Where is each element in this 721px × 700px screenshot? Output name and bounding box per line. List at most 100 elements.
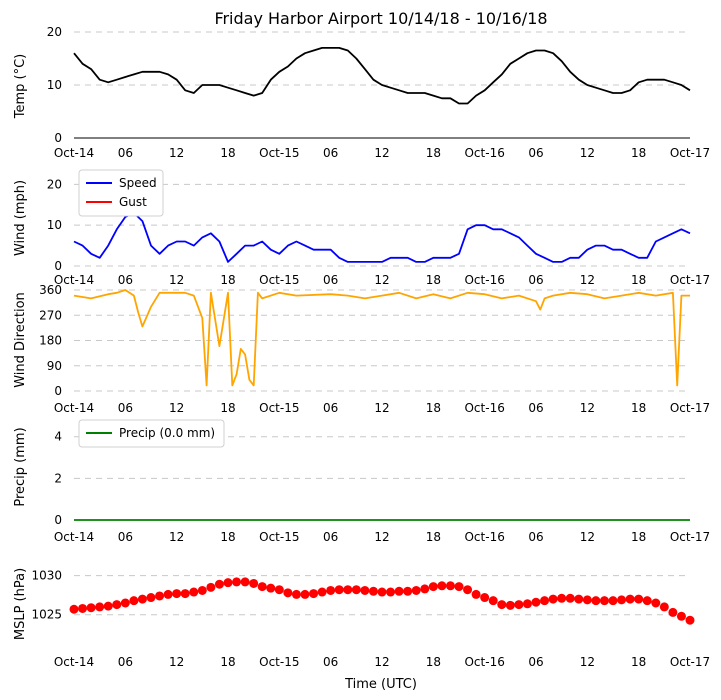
data-point: [668, 607, 678, 617]
data-point: [317, 587, 327, 597]
data-point: [522, 599, 532, 609]
data-point: [651, 598, 661, 608]
data-point: [343, 585, 353, 595]
panel-1: 0 10 20 Temp (°C) Oct-14 06 12 18 Oct-15 06 12 18 Oc…: [13, 25, 710, 160]
data-point: [420, 584, 430, 594]
x-tick-label: Oct-15: [259, 401, 299, 415]
x-tick-label: Oct-14: [54, 655, 94, 669]
x-tick-label: Oct-17: [670, 146, 710, 160]
legend-label: Gust: [119, 195, 147, 209]
data-point: [146, 593, 156, 603]
data-point: [69, 604, 79, 614]
y-tick-label: 180: [39, 334, 62, 348]
y-tick-label: 20: [47, 25, 62, 39]
data-point: [163, 589, 173, 599]
x-tick-label: 12: [374, 530, 389, 544]
x-tick-label: 18: [631, 401, 646, 415]
x-tick-label: Oct-17: [670, 401, 710, 415]
y-tick-label: 2: [54, 471, 62, 485]
x-tick-label: Oct-15: [259, 146, 299, 160]
legend: Speed Gust: [78, 169, 164, 217]
y-axis-label: Wind (mph): [13, 180, 28, 256]
series-line: [73, 47, 691, 105]
data-point: [394, 586, 404, 596]
data-point: [531, 597, 541, 607]
data-point: [266, 583, 276, 593]
x-tick-label: 06: [118, 273, 133, 287]
panel-3: 0 90 180 270 360 Wind Direction Oct-14 06 12 18 Oc…: [13, 283, 710, 415]
data-point: [137, 594, 147, 604]
data-point: [617, 595, 627, 605]
x-tick-label: 12: [580, 273, 595, 287]
data-point: [642, 596, 652, 606]
series-line: [73, 289, 690, 387]
data-point: [437, 581, 447, 591]
data-point: [214, 579, 224, 589]
legend: Precip (0.0 mm): [78, 419, 225, 448]
x-tick-label: 12: [169, 655, 184, 669]
x-tick-label: 18: [220, 146, 235, 160]
panel-2: 0 10 20 Wind (mph) Oct-14 06 12 18 Oct-15 06 12 18 O…: [13, 169, 710, 287]
data-point: [326, 585, 336, 595]
x-tick-label: Oct-16: [464, 273, 504, 287]
x-tick-label: Oct-17: [670, 273, 710, 287]
y-tick-label: 90: [47, 359, 62, 373]
data-point: [565, 593, 575, 603]
x-tick-label: 18: [426, 655, 441, 669]
x-tick-label: 06: [118, 530, 133, 544]
data-point: [445, 581, 455, 591]
data-point: [257, 582, 267, 592]
data-point: [454, 582, 464, 592]
data-point: [283, 588, 293, 598]
data-point: [291, 589, 301, 599]
data-point: [685, 615, 695, 625]
y-tick-label: 360: [39, 283, 62, 297]
data-point: [497, 600, 507, 610]
x-tick-label: 12: [580, 146, 595, 160]
y-tick-label: 0: [54, 131, 62, 145]
x-tick-label: Oct-15: [259, 530, 299, 544]
x-tick-label: 12: [169, 146, 184, 160]
x-tick-label: 18: [426, 273, 441, 287]
x-tick-label: 06: [323, 530, 338, 544]
x-tick-label: Oct-14: [54, 146, 94, 160]
y-axis-label: Precip (mm): [13, 427, 28, 506]
y-tick-label: 1030: [31, 569, 62, 583]
data-point: [608, 596, 618, 606]
x-tick-label: 06: [528, 401, 543, 415]
x-tick-label: 18: [426, 530, 441, 544]
data-point: [540, 596, 550, 606]
data-point: [112, 600, 122, 610]
x-tick-label: 18: [426, 146, 441, 160]
legend-box: [78, 169, 164, 217]
data-point: [403, 586, 413, 596]
data-point: [505, 600, 515, 610]
x-tick-label: 06: [323, 146, 338, 160]
x-tick-label: 06: [118, 146, 133, 160]
x-tick-label: 18: [220, 655, 235, 669]
x-tick-label: 06: [528, 273, 543, 287]
data-point: [172, 589, 182, 599]
data-point: [309, 589, 319, 599]
x-tick-label: 12: [374, 401, 389, 415]
y-tick-label: 270: [39, 308, 62, 322]
x-tick-label: 18: [631, 530, 646, 544]
x-tick-label: Oct-14: [54, 401, 94, 415]
x-tick-label: 18: [426, 401, 441, 415]
y-tick-label: 10: [47, 218, 62, 232]
x-tick-label: Oct-16: [464, 146, 504, 160]
y-tick-label: 0: [54, 384, 62, 398]
x-tick-label: 12: [580, 530, 595, 544]
y-axis-label: Temp (°C): [13, 54, 28, 120]
data-point: [189, 587, 199, 597]
data-point: [368, 586, 378, 596]
y-tick-label: 0: [54, 259, 62, 273]
x-tick-label: Oct-16: [464, 655, 504, 669]
data-point: [480, 593, 490, 603]
x-tick-label: 12: [374, 273, 389, 287]
data-point: [223, 578, 233, 588]
x-tick-label: 18: [631, 273, 646, 287]
x-tick-label: 18: [220, 401, 235, 415]
x-tick-label: 18: [631, 146, 646, 160]
